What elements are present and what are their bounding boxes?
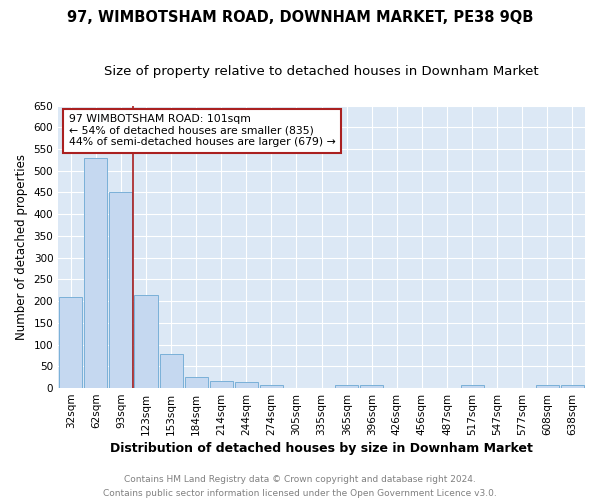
Text: 97, WIMBOTSHAM ROAD, DOWNHAM MARKET, PE38 9QB: 97, WIMBOTSHAM ROAD, DOWNHAM MARKET, PE3… [67, 10, 533, 25]
Text: 97 WIMBOTSHAM ROAD: 101sqm
← 54% of detached houses are smaller (835)
44% of sem: 97 WIMBOTSHAM ROAD: 101sqm ← 54% of deta… [69, 114, 335, 147]
Bar [235, 382, 258, 388]
Bar [160, 354, 182, 388]
Bar [335, 384, 358, 388]
X-axis label: Distribution of detached houses by size in Downham Market: Distribution of detached houses by size … [110, 442, 533, 455]
Bar [209, 381, 233, 388]
Bar [536, 386, 559, 388]
Title: Size of property relative to detached houses in Downham Market: Size of property relative to detached ho… [104, 65, 539, 78]
Bar [185, 377, 208, 388]
Bar [84, 158, 107, 388]
Bar [59, 297, 82, 388]
Bar [360, 386, 383, 388]
Bar [109, 192, 133, 388]
Y-axis label: Number of detached properties: Number of detached properties [15, 154, 28, 340]
Bar [461, 386, 484, 388]
Bar [260, 384, 283, 388]
Text: Contains HM Land Registry data © Crown copyright and database right 2024.
Contai: Contains HM Land Registry data © Crown c… [103, 476, 497, 498]
Bar [134, 296, 158, 388]
Bar [561, 386, 584, 388]
